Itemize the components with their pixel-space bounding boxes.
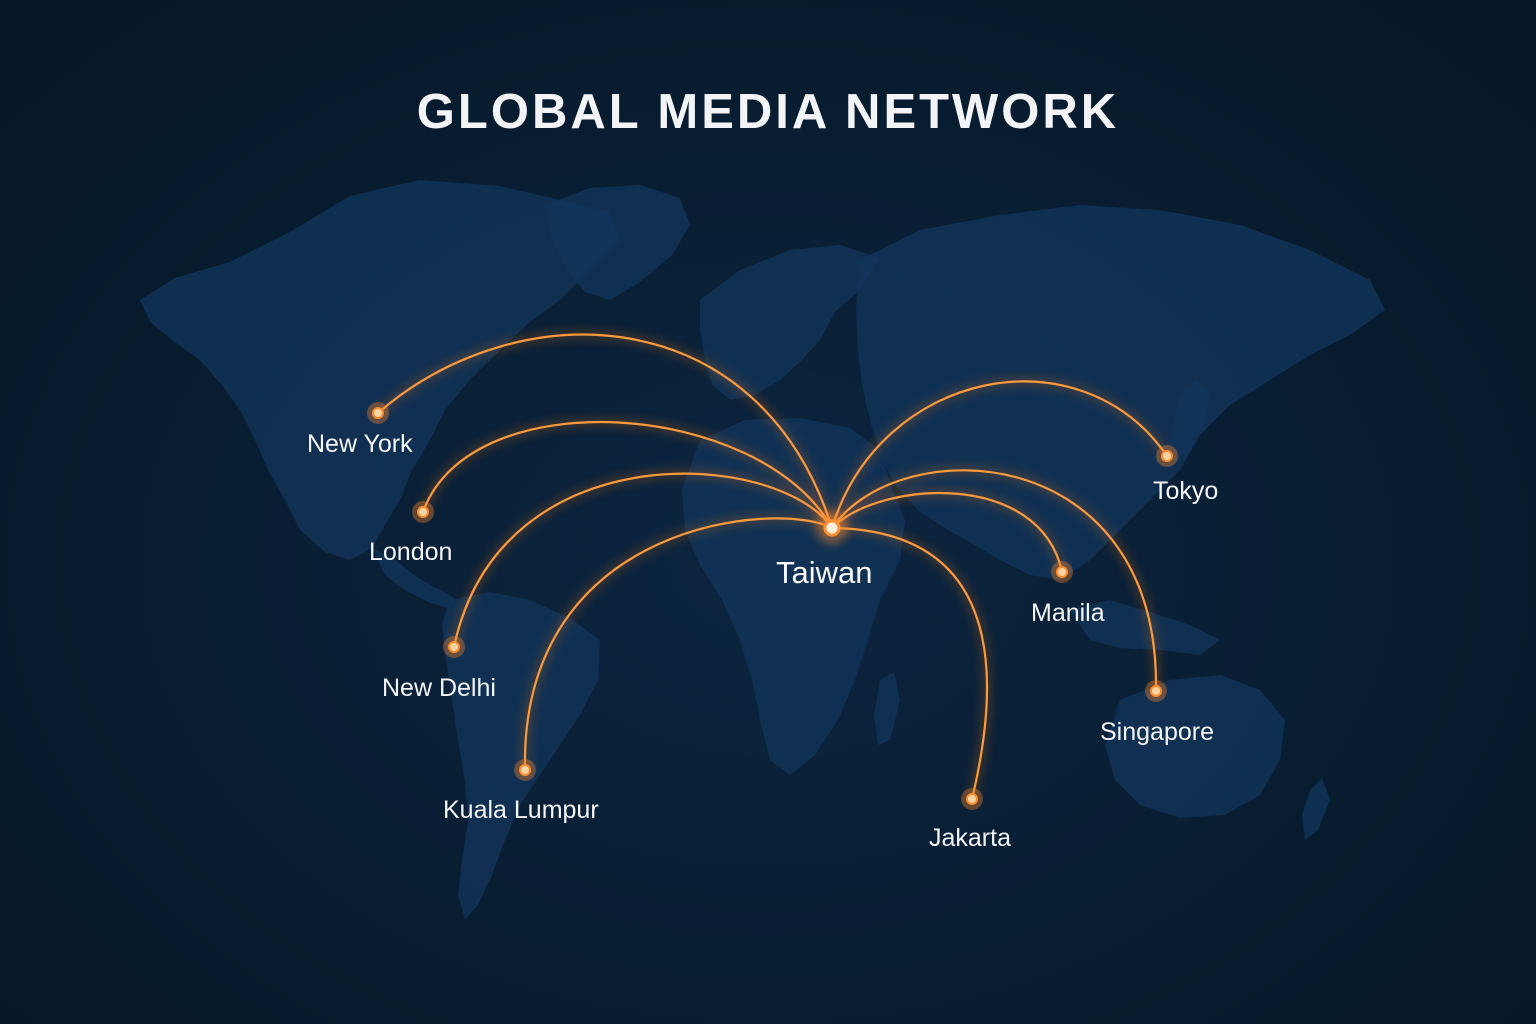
node-kuala-lumpur[interactable] xyxy=(519,764,531,776)
japan-landmass xyxy=(1168,380,1210,462)
city-nodes xyxy=(367,402,1178,810)
southeast-asia-islands xyxy=(1070,600,1220,655)
arc-tokyo xyxy=(830,380,1169,530)
node-manila[interactable] xyxy=(1056,566,1068,578)
hub-label-taiwan: Taiwan xyxy=(776,555,873,590)
node-london[interactable] xyxy=(417,506,429,518)
city-label-new-delhi: New Delhi xyxy=(382,674,496,702)
greenland-landmass xyxy=(545,185,690,300)
arc-jakarta xyxy=(830,526,989,801)
city-label-tokyo: Tokyo xyxy=(1153,477,1219,505)
city-label-kuala-lumpur: Kuala Lumpur xyxy=(443,796,599,824)
arc-london xyxy=(421,421,834,530)
arc-manila xyxy=(830,492,1064,574)
australia-landmass xyxy=(1105,675,1285,818)
new-zealand-landmass xyxy=(1302,778,1330,840)
map-title: GLOBAL MEDIA NETWORK xyxy=(416,85,1120,139)
madagascar-landmass xyxy=(874,672,900,745)
node-tokyo[interactable] xyxy=(1161,450,1173,462)
node-new-delhi[interactable] xyxy=(448,641,460,653)
asia-landmass xyxy=(856,205,1385,580)
africa-landmass xyxy=(682,418,905,775)
north-america-landmass xyxy=(140,180,620,560)
continents xyxy=(140,180,1385,920)
arc-new-york xyxy=(376,333,834,530)
arc-singapore xyxy=(830,469,1158,693)
south-america-landmass xyxy=(442,592,600,920)
node-taiwan-hub[interactable] xyxy=(823,519,841,537)
node-jakarta[interactable] xyxy=(966,793,978,805)
city-label-new-york: New York xyxy=(307,430,413,458)
arc-new-delhi xyxy=(452,472,834,649)
city-label-jakarta: Jakarta xyxy=(929,824,1011,852)
city-label-singapore: Singapore xyxy=(1100,718,1214,746)
city-label-manila: Manila xyxy=(1031,599,1105,627)
europe-landmass xyxy=(700,245,880,400)
connection-arcs xyxy=(374,331,1171,803)
node-new-york[interactable] xyxy=(372,407,384,419)
node-singapore[interactable] xyxy=(1150,685,1162,697)
central-america-landmass xyxy=(372,548,455,608)
city-label-london: London xyxy=(369,538,453,566)
arc-kuala-lumpur xyxy=(523,517,834,772)
